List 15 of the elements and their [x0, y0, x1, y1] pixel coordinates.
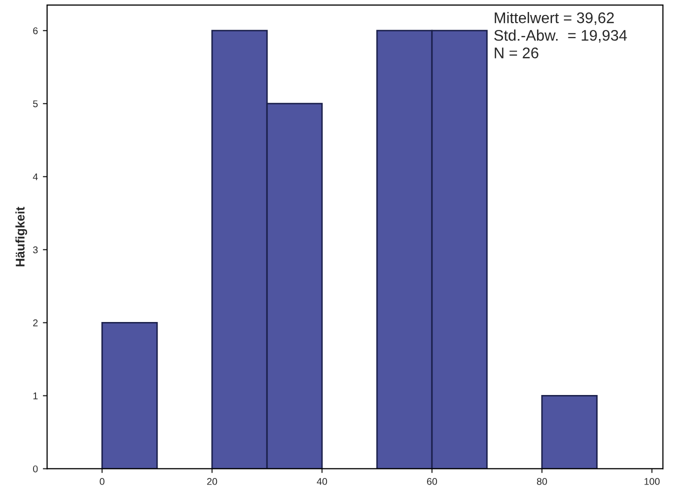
y-tick-label: 0: [33, 465, 38, 472]
y-tick-label: 6: [33, 27, 38, 34]
x-tick-label: 60: [427, 478, 438, 485]
y-tick-label: 4: [32, 173, 38, 180]
x-tick-label: 20: [207, 478, 218, 485]
x-tick-label: 40: [316, 478, 328, 485]
x-tick-label: 0: [100, 478, 104, 485]
annotation: Mittelwert = 39,62 Std.-Abw. = 19,934 N = 26: [494, 12, 627, 58]
x-tick-label: 80: [536, 478, 547, 485]
y-tick-label: 1: [33, 392, 38, 400]
y-tick-label: 2: [33, 319, 38, 326]
y-tick-label: 3: [33, 246, 38, 254]
y-axis-title: Häufigkeit: [15, 206, 28, 266]
x-tick-label: 100: [644, 478, 660, 485]
y-tick-label: 5: [33, 100, 38, 108]
